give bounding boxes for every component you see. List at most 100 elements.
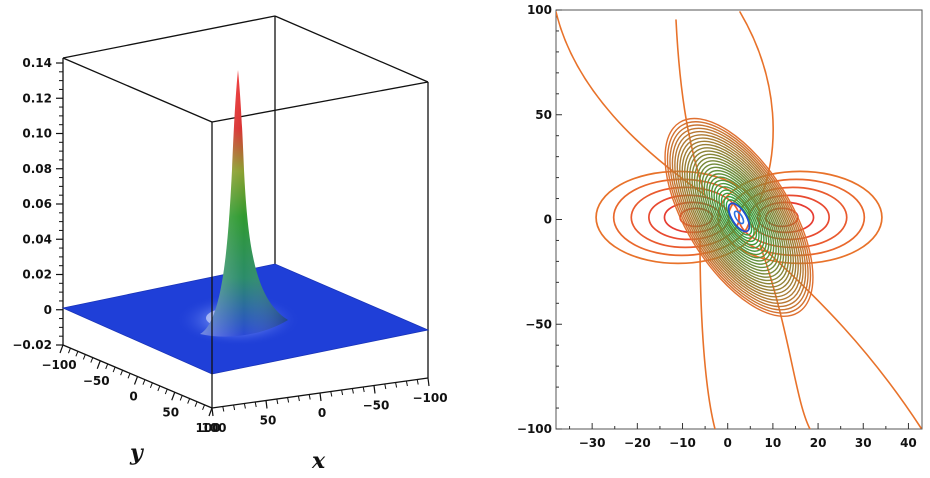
contour-y-tick-label: 50 — [535, 108, 552, 122]
contour-center-ring — [718, 189, 760, 246]
bounding-box — [62, 15, 429, 378]
x-minor-tick — [254, 401, 257, 408]
y-tick-mark — [133, 376, 139, 385]
contour-center — [664, 117, 814, 318]
x-minor-tick — [351, 388, 354, 394]
contour-center-ring — [703, 169, 775, 265]
contour-center-ring — [686, 147, 792, 288]
x-tick-mark — [211, 407, 214, 417]
y-minor-tick — [90, 357, 94, 363]
z-axis: 0.14 0.12 0.10 0.08 0.06 0.04 0.02 0 −0.02 — [12, 56, 63, 352]
contour-core — [727, 202, 751, 233]
contour-center-ring — [706, 173, 772, 262]
contour-center-ring — [688, 150, 790, 285]
contour-center-ring — [701, 166, 777, 269]
y-tick-label: 50 — [162, 405, 179, 419]
contour-x-axis: −30 −20 −10 0 10 20 30 40 — [569, 423, 917, 450]
x-tick-label: 0 — [318, 406, 326, 420]
x-minor-tick — [341, 389, 344, 396]
contour-left-lobe — [648, 194, 730, 241]
y-tick-mark — [208, 407, 213, 417]
contour-center-ring — [698, 163, 780, 272]
contour-center-ring — [693, 156, 785, 278]
y-minor-tick — [179, 395, 183, 401]
y-tick-label: 0 — [129, 390, 137, 404]
contour-center-ring — [684, 143, 794, 291]
y-tick-label: −50 — [83, 374, 110, 388]
y-minor-tick — [157, 385, 161, 392]
contour-x-tick-label: 0 — [724, 436, 732, 450]
y-minor-tick — [75, 351, 79, 357]
z-tick-label: 0.14 — [22, 56, 52, 70]
contour-center-ring — [696, 160, 782, 275]
contour-x-tick-label: 20 — [810, 436, 827, 450]
z-tick-label: 0.04 — [22, 232, 52, 246]
contour-x-tick-label: −30 — [579, 436, 606, 450]
z-tick-label: 0.12 — [22, 91, 52, 105]
y-minor-tick — [202, 404, 206, 411]
contour-center-ring — [691, 153, 787, 282]
x-minor-tick — [384, 383, 387, 390]
contour-right-lobe — [748, 194, 830, 241]
x-axis-label: x — [311, 448, 326, 474]
y-tick-mark — [96, 360, 101, 369]
contour-y-tick-label: −50 — [525, 317, 552, 331]
y-minor-tick — [120, 370, 124, 376]
y-tick-label: 100 — [195, 421, 220, 435]
x-axis: 100 50 0 −50 −100 — [201, 377, 448, 435]
x-minor-tick — [362, 386, 365, 393]
contour-x-tick-label: 30 — [855, 436, 872, 450]
contour-right-lobe — [737, 186, 848, 249]
y-minor-tick — [164, 388, 168, 395]
x-minor-tick — [243, 403, 246, 409]
contour-x-tick-label: −10 — [669, 436, 696, 450]
contour-center-ring — [664, 117, 814, 318]
y-minor-tick — [149, 382, 153, 388]
contour-center-ring — [708, 176, 770, 259]
surface-plot: 0.140.120.100.080.060.040.020−0.02 −100−… — [12, 15, 448, 474]
y-axis-label: y — [129, 440, 145, 466]
x-tick-label: −100 — [412, 391, 447, 405]
contour-center-ring — [723, 195, 755, 239]
contour-y-tick-label: 0 — [544, 213, 552, 227]
z-tick-label: 0 — [44, 303, 52, 317]
contour-x-tick-label: 10 — [765, 436, 782, 450]
contour-center-ring — [666, 121, 812, 314]
y-minor-tick — [82, 354, 86, 360]
x-minor-tick — [276, 398, 279, 405]
x-minor-tick — [233, 404, 236, 411]
contour-center-ring — [681, 140, 797, 295]
y-minor-tick — [142, 379, 146, 385]
y-minor-tick — [127, 373, 131, 379]
x-minor-tick — [330, 391, 333, 397]
contour-center-ring — [676, 134, 802, 301]
contour-core — [733, 210, 745, 225]
y-minor-tick — [67, 347, 71, 354]
y-axis: −100 −50 0 50 100 — [41, 344, 221, 435]
contour-center-ring — [713, 182, 765, 252]
x-tick-label: 100 — [201, 421, 226, 435]
y-minor-tick — [112, 366, 116, 373]
x-tick-label: 50 — [260, 414, 277, 428]
x-tick-label: −50 — [363, 399, 390, 413]
y-tick-mark — [171, 392, 176, 401]
contour-center-ring — [669, 124, 809, 311]
contour-x-tick-label: 40 — [900, 436, 917, 450]
x-minor-tick — [405, 380, 408, 387]
contour-center-ring — [674, 130, 804, 304]
z-tick-label: 0.02 — [22, 268, 52, 282]
contour-center-ring — [720, 192, 758, 243]
x-tick-mark — [427, 377, 430, 387]
x-tick-mark — [319, 392, 322, 402]
y-minor-tick — [187, 398, 191, 404]
contour-y-tick-label: 100 — [527, 3, 552, 17]
y-minor-tick — [194, 401, 198, 407]
z-tick-label: 0.06 — [22, 197, 52, 211]
contour-center-ring — [715, 186, 763, 249]
x-minor-tick — [222, 406, 225, 412]
y-minor-tick — [105, 363, 109, 370]
x-minor-tick — [308, 394, 311, 400]
x-tick-mark — [265, 400, 268, 409]
contour-center-ring — [711, 179, 767, 256]
